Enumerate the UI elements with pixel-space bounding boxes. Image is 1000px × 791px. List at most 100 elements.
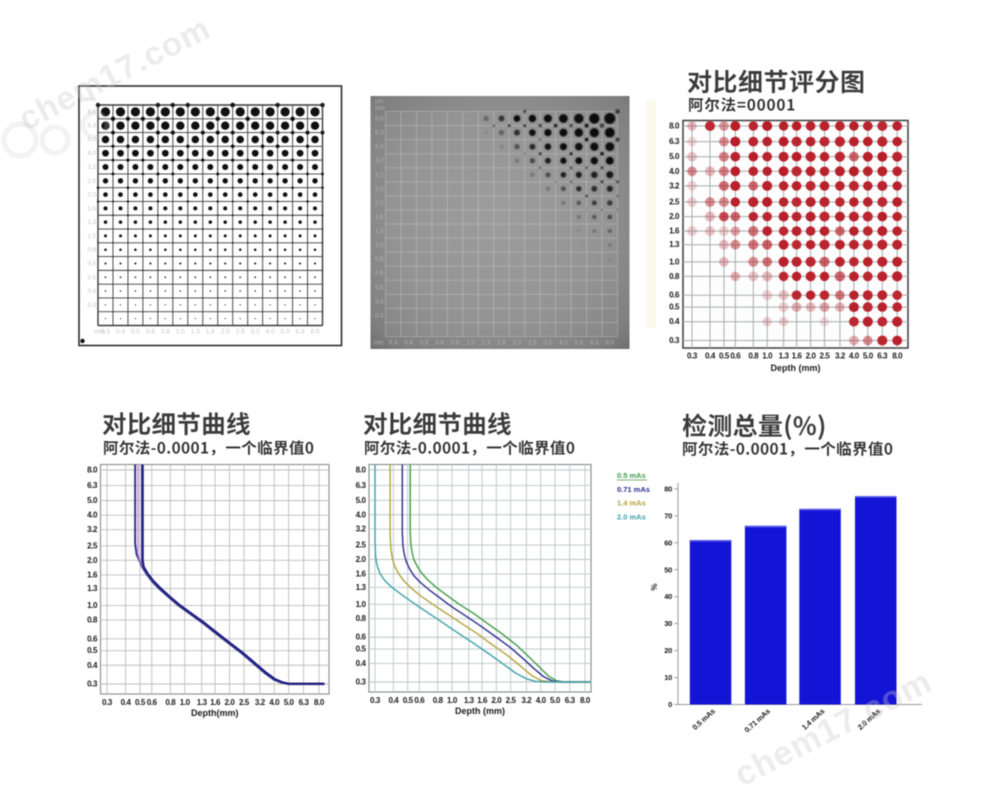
swirl-circle — [1, 121, 39, 159]
score-dot — [877, 302, 888, 312]
center-disc — [514, 158, 520, 164]
cd-curves-by-dose-legend-item: 0.5 mAs — [617, 471, 646, 480]
corner-disc — [508, 124, 511, 127]
center-disc — [529, 143, 536, 150]
center-disc — [206, 149, 214, 157]
corner-disc — [291, 172, 294, 176]
cd-curves-by-dose-xtick: 4.0 — [536, 696, 547, 705]
score-dot — [704, 120, 716, 132]
score-dot — [805, 136, 816, 147]
score-dot — [762, 180, 773, 191]
glyph — [780, 443, 788, 455]
glyph — [135, 440, 150, 455]
radiograph-row-label: 6.3 — [375, 131, 384, 137]
phantom-col-label: 5.0 — [281, 329, 290, 336]
radiograph-row-label: 1.0 — [375, 243, 384, 249]
corner-disc — [186, 158, 190, 162]
cd-curves-by-dose-ytick: 3.2 — [356, 525, 367, 534]
radiograph-row-label: 2.5 — [375, 187, 384, 193]
center-disc — [131, 121, 140, 130]
glyph — [211, 449, 216, 456]
corner-disc — [200, 130, 205, 135]
score-dot — [849, 257, 859, 267]
glyph — [815, 70, 839, 94]
corner-disc — [290, 130, 295, 135]
cd-curves-combined-xtick: 1.6 — [210, 698, 221, 707]
center-disc — [103, 220, 108, 224]
score-xtick: 0.5 — [719, 352, 730, 361]
bar-category-label: 0.71 mAs — [743, 707, 772, 735]
glyph — [502, 440, 518, 455]
corner-disc — [186, 200, 189, 203]
corner-disc — [292, 297, 293, 299]
corner-disc — [185, 144, 190, 149]
center-disc — [254, 318, 256, 320]
center-disc — [250, 107, 260, 117]
center-disc — [253, 220, 257, 224]
center-disc — [162, 192, 168, 197]
center-disc — [131, 135, 140, 144]
corner-disc — [569, 180, 573, 183]
phantom-col-label: 1.0 — [176, 329, 185, 336]
bar — [799, 508, 841, 705]
score-dot — [877, 226, 888, 237]
score-dot — [718, 197, 729, 207]
corner-disc — [97, 297, 99, 299]
corner-disc — [231, 186, 234, 189]
corner-disc — [157, 242, 159, 244]
center-disc — [149, 318, 151, 320]
cd-curves-by-dose-xtick: 1.0 — [447, 696, 458, 705]
center-disc — [223, 220, 227, 224]
score-dot — [730, 151, 741, 162]
phantom-bottom-unit: mm — [94, 329, 105, 336]
corner-disc — [171, 214, 174, 217]
score-dot — [705, 197, 715, 207]
score-dot — [805, 211, 816, 222]
glyph — [104, 440, 119, 455]
glyph — [682, 413, 707, 438]
score-map-dots — [686, 120, 903, 346]
center-disc — [254, 290, 256, 292]
corner-disc — [232, 283, 234, 285]
score-dot — [848, 166, 859, 177]
center-disc — [193, 220, 198, 224]
corner-disc — [126, 158, 130, 162]
corner-disc — [569, 166, 573, 170]
score-dot — [834, 271, 845, 282]
cd-curves-by-dose-xtick: 0.8 — [433, 696, 444, 705]
score-dot — [718, 239, 729, 250]
glyph — [736, 442, 745, 455]
score-dot — [778, 302, 789, 313]
cd-curves-by-dose-legend: 0.5 mAs 0.71 mAs 1.4 mAs 2.0 mAs — [617, 471, 650, 521]
center-disc — [238, 206, 243, 211]
score-dot — [805, 196, 816, 208]
cd-curves-by-dose-ytick: 0.8 — [356, 614, 367, 623]
center-disc — [591, 171, 598, 179]
center-disc — [132, 163, 139, 171]
score-dot — [848, 316, 859, 327]
score-xtick: 2.5 — [820, 352, 831, 361]
score-dot — [835, 239, 845, 250]
center-disc — [191, 121, 200, 130]
score-dot — [805, 302, 816, 312]
corner-disc — [260, 130, 265, 135]
cd-curves-combined-canvas: 8.06.35.04.03.22.52.01.61.31.00.80.60.50… — [87, 412, 330, 718]
score-ytick: 3.2 — [669, 181, 680, 190]
detection-total-subtitle — [683, 441, 893, 457]
center-disc — [252, 163, 259, 171]
detection-total-canvas: 0 10 20 30 40 50 60 70 80% 0.5 mAs 0.71 mAs 1.4 mAs… — [650, 413, 922, 735]
phantom-col-label: 6.3 — [296, 329, 305, 336]
corner-disc — [157, 325, 159, 326]
bar-ytick: 20 — [664, 646, 672, 655]
radiograph-row-label: 0.4 — [375, 299, 384, 305]
center-disc — [206, 121, 215, 130]
center-disc — [237, 178, 243, 184]
corner-disc — [141, 172, 145, 176]
center-disc — [236, 135, 244, 144]
glyph — [884, 442, 893, 455]
glyph — [804, 447, 820, 450]
center-disc — [162, 163, 169, 171]
center-disc — [237, 163, 244, 171]
center-disc — [164, 318, 166, 320]
radiograph-col-label: 8.0 — [606, 341, 615, 347]
